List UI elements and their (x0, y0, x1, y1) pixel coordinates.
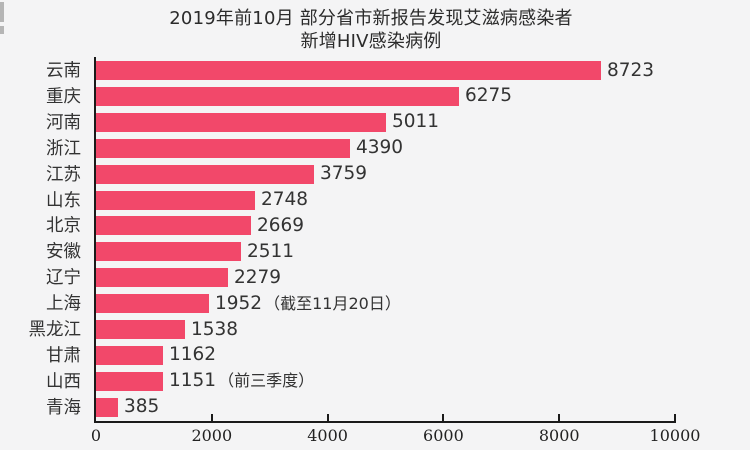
category-label: 河南 (46, 112, 81, 133)
value-number: 4390 (356, 137, 404, 159)
value-number: 1151 (169, 370, 217, 392)
bar (96, 242, 241, 262)
category-label: 青海 (46, 397, 81, 418)
category-label: 辽宁 (46, 268, 81, 289)
bar (96, 216, 251, 236)
value-label: 5011 (392, 112, 439, 132)
bar (96, 190, 255, 210)
value-label: 8723 (607, 59, 655, 81)
bar (96, 112, 386, 132)
x-tick-label: 10000 (649, 426, 701, 445)
value-number: 5011 (392, 111, 440, 133)
value-number: 2748 (261, 189, 309, 210)
bar (96, 294, 209, 314)
bar (96, 320, 185, 339)
value-number: 2669 (257, 214, 305, 236)
value-number: 1538 (191, 318, 239, 340)
category-label: 云南 (46, 61, 81, 81)
value-label: 2748 (261, 190, 308, 210)
x-tick (210, 414, 213, 422)
value-label: 2279 (234, 266, 282, 288)
value-label: 4390 (356, 138, 403, 158)
value-label: 6275 (465, 86, 512, 106)
value-annotation: （截至11月20日） (264, 293, 401, 313)
value-label: 3759 (320, 164, 367, 184)
value-number: 385 (124, 396, 160, 418)
edge-artifact (0, 26, 4, 34)
category-label: 安徽 (46, 242, 81, 263)
category-label: 重庆 (46, 86, 81, 107)
chart-title: 2019年前10月 部分省市新报告发现艾滋病感染者 (169, 8, 573, 29)
value-label: 1538 (191, 318, 239, 340)
bar (96, 371, 163, 391)
category-label: 山东 (46, 190, 81, 211)
bar (96, 61, 601, 80)
value-label: 385 (124, 397, 159, 417)
category-label: 山西 (46, 371, 81, 392)
category-label: 甘肃 (46, 345, 81, 366)
value-label: 2511 (247, 240, 295, 262)
category-label: 黑龙江 (28, 320, 82, 340)
value-number: 3759 (320, 163, 368, 185)
category-label: 浙江 (46, 138, 81, 159)
bar (96, 86, 459, 106)
category-label: 上海 (46, 294, 81, 315)
value-number: 6275 (465, 85, 513, 107)
bar (96, 268, 228, 288)
x-tick-label: 6000 (423, 426, 464, 445)
value-label: 1952 （截至11月20日） (215, 292, 401, 314)
x-tick-label: 8000 (538, 426, 580, 445)
x-tick (442, 414, 445, 422)
chart-subtitle: 新增HIV感染病例 (300, 31, 442, 52)
x-tick (558, 414, 561, 422)
bar (96, 345, 163, 365)
y-axis-line (94, 57, 96, 423)
value-number: 1952 (215, 292, 263, 314)
bar (96, 164, 314, 184)
category-label: 江苏 (46, 164, 81, 185)
x-tick-label: 4000 (307, 426, 348, 445)
value-label: 1162 (169, 345, 216, 365)
bar (96, 138, 350, 158)
value-number: 1162 (169, 344, 217, 366)
category-label: 北京 (46, 216, 81, 237)
x-tick-label: 2000 (191, 426, 233, 445)
value-number: 8723 (607, 59, 655, 81)
edge-artifact (0, 2, 4, 22)
bar (96, 397, 118, 417)
value-annotation: （前三季度） (218, 371, 315, 391)
x-axis-line (94, 421, 676, 423)
x-tick-label: 0 (90, 426, 102, 445)
value-label: 1151 （前三季度） (169, 371, 314, 391)
x-tick (326, 414, 329, 422)
value-label: 2669 (257, 214, 305, 236)
x-tick (674, 414, 676, 422)
value-number: 2279 (234, 266, 282, 288)
value-number: 2511 (247, 240, 295, 262)
